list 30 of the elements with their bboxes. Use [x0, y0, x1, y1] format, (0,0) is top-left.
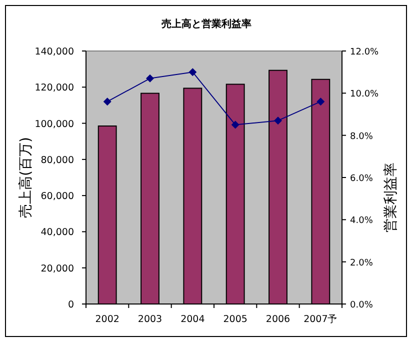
y-tick-label: 120,000 [34, 82, 74, 94]
y2-tick-label: 12.0% [350, 48, 380, 58]
y2-axis-title: 営業利益率 [383, 162, 399, 232]
x-tick-label: 2003 [138, 314, 162, 325]
y-tick-label: 140,000 [34, 46, 74, 58]
y-tick-label: 20,000 [40, 263, 74, 274]
y-tick-label: 60,000 [40, 191, 74, 202]
chart-title: 売上高と営業利益率 [162, 18, 252, 30]
y-axis-title: 売上高(百万) [18, 137, 34, 218]
y2-tick-label: 6.0% [350, 174, 374, 184]
point [231, 120, 240, 129]
point [146, 74, 154, 82]
y2-tick-label: 10.0% [350, 90, 380, 100]
y2-tick-label: 8.0% [350, 132, 374, 142]
y-tick-label: 100,000 [34, 118, 74, 130]
y2-tick-label: 4.0% [350, 216, 374, 226]
y-tick-label: 80,000 [40, 154, 74, 166]
point [188, 68, 197, 76]
y-tick-label: 40,000 [40, 227, 74, 238]
point [274, 116, 282, 125]
x-tick-label: 2002 [95, 314, 120, 325]
point [103, 98, 112, 106]
y2-tick-label: 0.0% [350, 300, 374, 310]
x-tick-label: 2004 [180, 314, 205, 325]
y-tick-label: 0 [68, 300, 74, 310]
y2-tick-label: 2.0% [350, 258, 374, 268]
point [316, 98, 325, 106]
x-tick-label: 2005 [223, 314, 248, 325]
x-tick-label: 2006 [266, 314, 290, 325]
x-tick-label: 2007予 [304, 314, 338, 325]
